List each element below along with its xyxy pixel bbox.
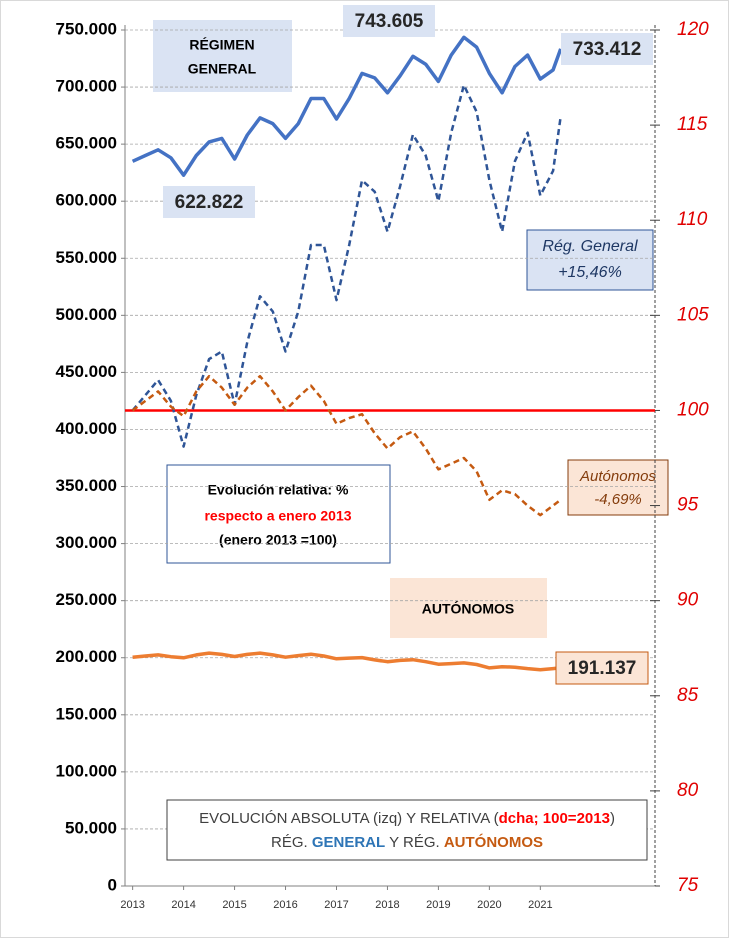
y-tick-label: 750.000 xyxy=(56,19,117,38)
data-label: 191.137 xyxy=(568,658,637,679)
series-line xyxy=(131,83,562,448)
annotation: AUTÓNOMOS xyxy=(422,600,515,617)
annotation-part: RÉG. xyxy=(271,834,312,851)
y-tick-label: 250.000 xyxy=(56,590,117,609)
x-tick-label: 2016 xyxy=(273,899,297,911)
annotation-part: AUTÓNOMOS xyxy=(444,833,543,851)
annotation-part: ) xyxy=(610,810,615,827)
y2-tick-label: 95 xyxy=(677,495,699,516)
y2-tick-label: 75 xyxy=(677,875,699,896)
data-label: 733.412 xyxy=(573,39,642,60)
annotation: (enero 2013 =100) xyxy=(219,532,337,548)
annotation: GENERAL xyxy=(188,61,257,77)
y2-tick-label: 110 xyxy=(677,209,708,230)
data-label: 622.822 xyxy=(175,192,244,213)
annotation-part: Y RÉG. xyxy=(385,834,444,851)
annotation: RÉGIMEN xyxy=(189,37,254,53)
x-tick-label: 2019 xyxy=(426,899,450,911)
x-tick-label: 2021 xyxy=(528,899,552,911)
y-tick-label: 300.000 xyxy=(56,533,117,552)
y-tick-label: 550.000 xyxy=(56,248,117,267)
y-tick-label: 100.000 xyxy=(56,761,117,780)
y-tick-label: 400.000 xyxy=(56,419,117,438)
legend-box xyxy=(166,799,648,861)
annotation: EVOLUCIÓN ABSOLUTA (izq) Y RELATIVA (dch… xyxy=(199,810,615,827)
annotation: +15,46% xyxy=(558,264,622,281)
data-label-box xyxy=(343,5,435,37)
x-tick-label: 2018 xyxy=(375,899,399,911)
y2-tick-label: 90 xyxy=(677,590,699,611)
y-tick-label: 200.000 xyxy=(56,647,117,666)
regimen-box xyxy=(153,20,292,92)
x-tick-label: 2014 xyxy=(171,899,195,911)
y-tick-label: 150.000 xyxy=(56,704,117,723)
annotation: -4,69% xyxy=(594,491,642,508)
x-tick-label: 2020 xyxy=(477,899,501,911)
annotation: respecto a enero 2013 xyxy=(204,508,351,524)
relative-box xyxy=(166,464,391,564)
annotation-part: GENERAL xyxy=(312,834,385,851)
y-tick-label: 50.000 xyxy=(65,818,117,837)
y2-tick-label: 85 xyxy=(677,685,699,706)
data-label-box xyxy=(561,33,653,65)
y2-tick-label: 80 xyxy=(677,780,699,801)
annotation: Autónomos xyxy=(579,468,656,485)
annotation-part: dcha; 100=2013 xyxy=(499,810,610,827)
annotation: RÉG. GENERAL Y RÉG. AUTÓNOMOS xyxy=(271,833,543,851)
y2-tick-label: 120 xyxy=(677,19,709,40)
data-label: 743.605 xyxy=(355,11,424,32)
x-tick-label: 2013 xyxy=(120,899,144,911)
y2-tick-label: 115 xyxy=(677,114,708,135)
y-tick-label: 650.000 xyxy=(56,134,117,153)
y2-tick-label: 105 xyxy=(677,304,709,325)
plot: 0 50.000 100.000 150.000 200.000 250.000 300.0… xyxy=(56,5,709,911)
data-label-box xyxy=(163,186,255,218)
data-label-box xyxy=(555,651,649,685)
y-tick-label: 700.000 xyxy=(56,77,117,96)
x-tick-label: 2017 xyxy=(324,899,348,911)
autonomos-box xyxy=(390,578,547,638)
y-tick-label: 600.000 xyxy=(56,191,117,210)
series-line xyxy=(131,35,563,177)
y2-tick-label: 100 xyxy=(677,399,709,420)
series-line xyxy=(132,651,561,672)
y-tick-label: 450.000 xyxy=(56,362,117,381)
rg-change-box xyxy=(526,229,654,291)
series-line xyxy=(131,374,562,517)
annotation: Rég. General xyxy=(542,238,638,255)
y-tick-label: 0 xyxy=(108,875,117,894)
y-tick-label: 350.000 xyxy=(56,476,117,495)
x-tick-label: 2015 xyxy=(222,899,246,911)
annotation-part: EVOLUCIÓN ABSOLUTA (izq) Y RELATIVA ( xyxy=(199,810,499,827)
annotation: Evolución relativa: % xyxy=(208,482,349,498)
y-tick-label: 500.000 xyxy=(56,305,117,324)
